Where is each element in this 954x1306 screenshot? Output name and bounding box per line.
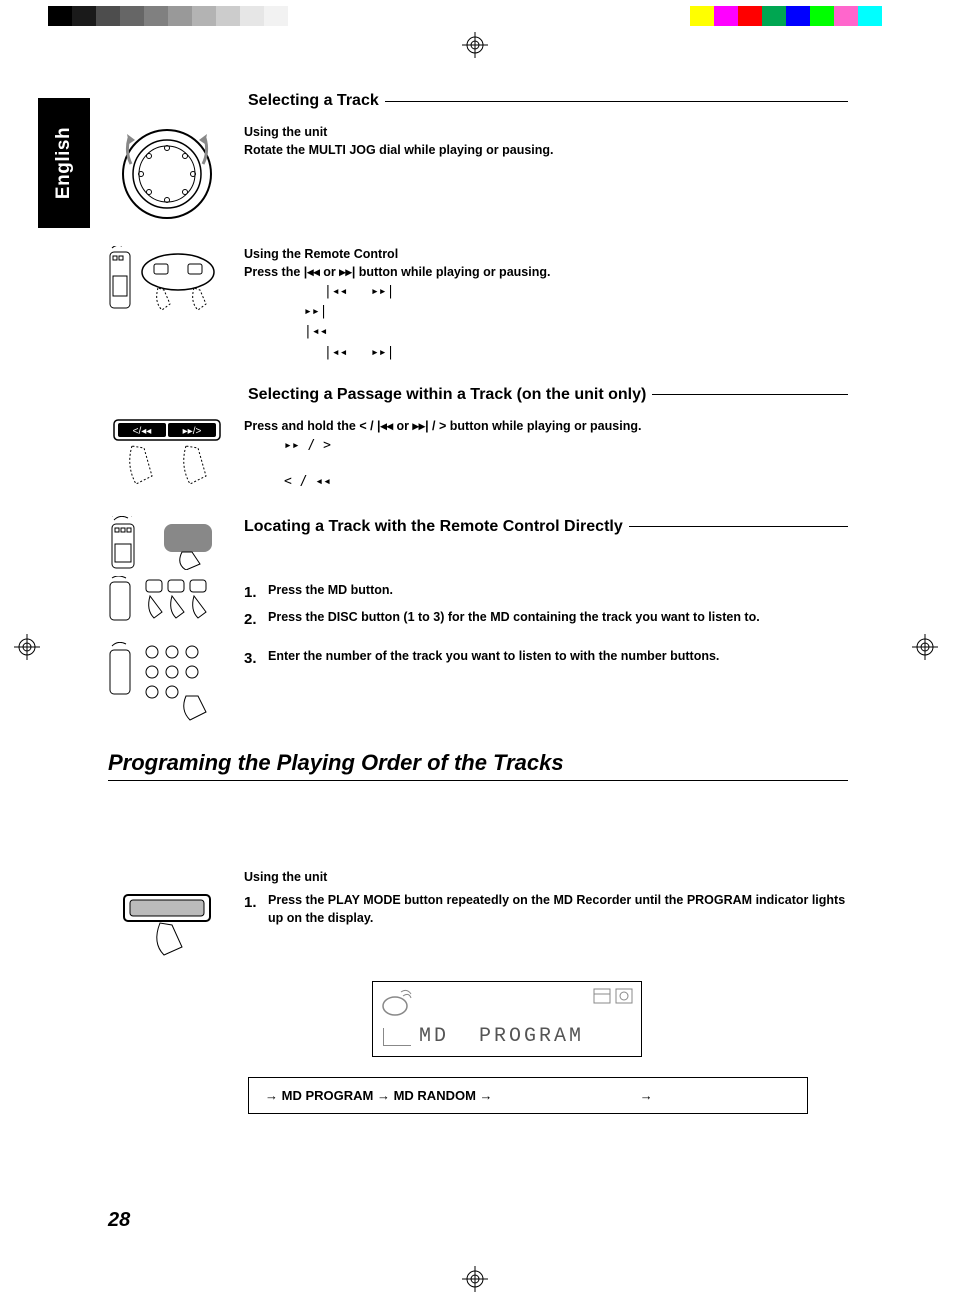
using-unit-label-2: Using the unit bbox=[244, 870, 327, 884]
jog-instruction: Rotate the MULTI JOG dial while playing … bbox=[244, 143, 554, 157]
main-heading: Programing the Playing Order of the Trac… bbox=[108, 750, 848, 781]
using-unit-label: Using the unit bbox=[244, 125, 327, 139]
step-3: 3.Enter the number of the track you want… bbox=[244, 648, 848, 669]
heading-selecting-passage: Selecting a Passage within a Track (on t… bbox=[248, 386, 848, 404]
registration-mark-icon bbox=[14, 634, 40, 660]
heading-text: Locating a Track with the Remote Control… bbox=[244, 516, 623, 538]
display-mini-icons bbox=[593, 988, 633, 1004]
remote-instruction-post: button while playing or pausing. bbox=[355, 265, 550, 279]
symbol-line-1: |◂◂ ▸▸| bbox=[324, 283, 848, 301]
page-content: Selecting a Track Using the unit bbox=[108, 92, 848, 1114]
ff-symbol-line: ▸▸ / > bbox=[284, 437, 848, 455]
heading-text: Selecting a Passage within a Track (on t… bbox=[248, 386, 646, 404]
registration-mark-icon bbox=[462, 1266, 488, 1292]
multi-jog-dial-icon bbox=[108, 124, 226, 224]
language-label: English bbox=[53, 127, 75, 199]
lcd-display: MD PROGRAM bbox=[372, 981, 642, 1057]
heading-locating-track: Locating a Track with the Remote Control… bbox=[244, 516, 848, 538]
remote-press-md-icon bbox=[108, 576, 226, 622]
calibration-bars bbox=[0, 6, 954, 28]
prev-symbol: |◂◂ bbox=[304, 265, 320, 279]
symbol-ff: ▸▸| bbox=[304, 303, 848, 321]
language-tab: English bbox=[38, 98, 90, 228]
remote-instruction-pre: Press the bbox=[244, 265, 304, 279]
registration-mark-icon bbox=[462, 32, 488, 58]
remote-signal-icon bbox=[108, 516, 226, 570]
remote-skip-icon bbox=[108, 246, 226, 316]
step-2: 2.Press the DISC button (1 to 3) for the… bbox=[244, 609, 848, 630]
symbol-line-2: |◂◂ ▸▸| bbox=[324, 344, 848, 362]
passage-instruction-post: button while playing or pausing. bbox=[446, 419, 641, 433]
symbol-rew: |◂◂ bbox=[304, 323, 848, 341]
program-step-1: 1.Press the PLAY MODE button repeatedly … bbox=[244, 892, 848, 927]
rew-symbol-line: < / ◂◂ bbox=[284, 473, 848, 491]
passage-instruction-pre: Press and hold the bbox=[244, 419, 359, 433]
display-md: MD bbox=[419, 1025, 449, 1048]
using-remote-label: Using the Remote Control bbox=[244, 247, 398, 261]
display-program: PROGRAM bbox=[479, 1025, 584, 1048]
mode-sequence-box: → MD PROGRAM → MD RANDOM → → bbox=[248, 1077, 808, 1114]
heading-rule bbox=[652, 394, 848, 395]
play-mode-button-icon bbox=[108, 889, 226, 959]
heading-selecting-track: Selecting a Track bbox=[248, 92, 848, 110]
svg-text:</◂◂: </◂◂ bbox=[133, 426, 152, 437]
registration-mark-icon bbox=[912, 634, 938, 660]
heading-rule bbox=[385, 101, 848, 102]
next-symbol: ▸▸| bbox=[339, 265, 355, 279]
svg-text:▸▸/>: ▸▸/> bbox=[183, 426, 202, 437]
hold-buttons-icon: </◂◂ ▸▸/> bbox=[108, 418, 226, 490]
page-number: 28 bbox=[108, 1209, 130, 1232]
step-1: 1.Press the MD button. bbox=[244, 582, 848, 603]
heading-text: Selecting a Track bbox=[248, 92, 379, 110]
remote-number-buttons-icon bbox=[108, 642, 226, 722]
heading-rule bbox=[629, 526, 848, 527]
disc-spin-icon bbox=[381, 988, 415, 1023]
